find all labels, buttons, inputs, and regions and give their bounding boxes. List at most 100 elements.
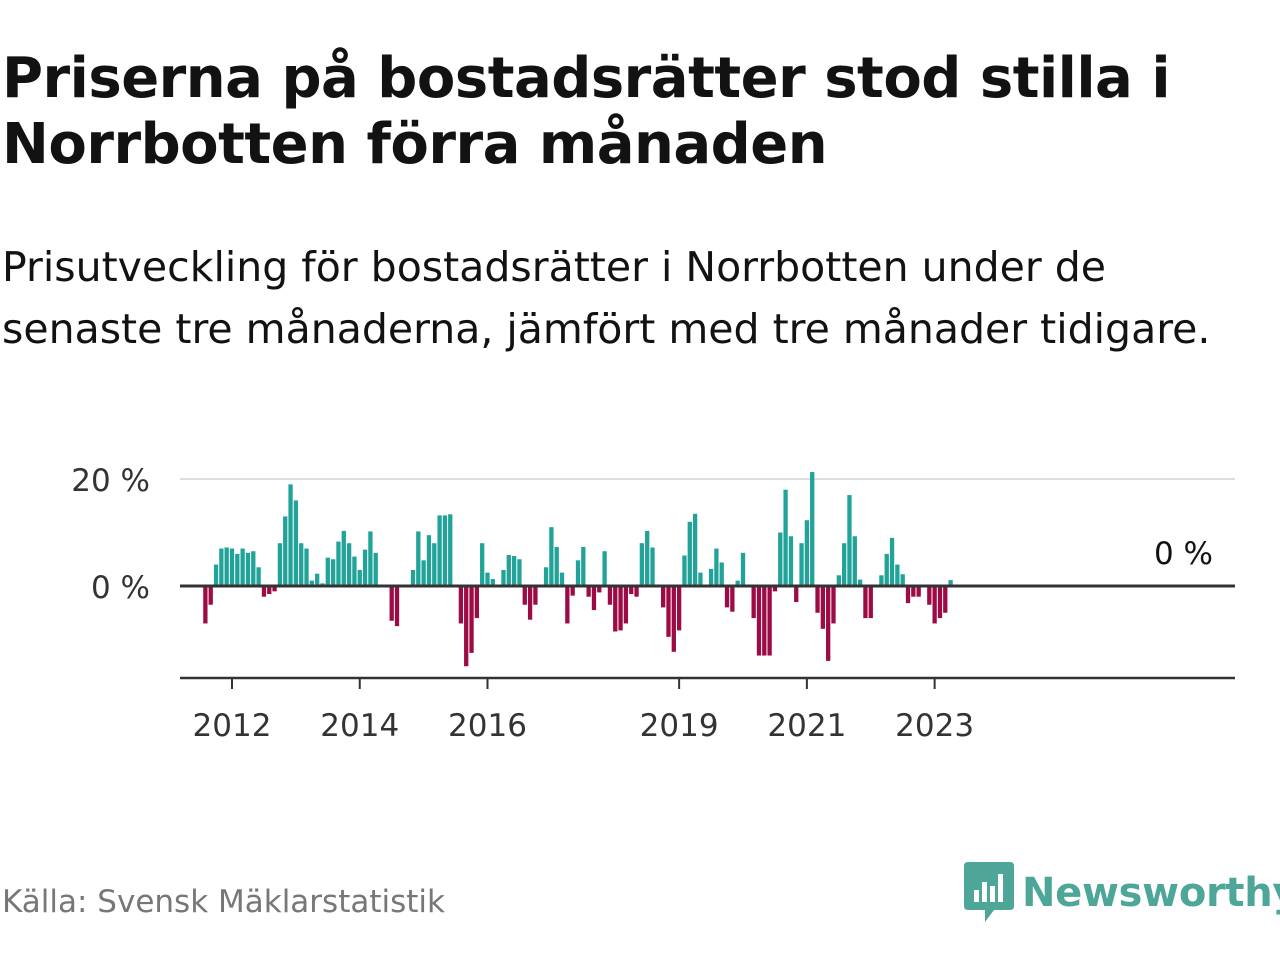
bar bbox=[426, 535, 432, 586]
bar bbox=[719, 562, 724, 586]
bar bbox=[932, 586, 937, 624]
bar bbox=[299, 543, 304, 586]
bar bbox=[687, 521, 692, 586]
bar bbox=[437, 515, 442, 586]
bar bbox=[533, 586, 538, 605]
bar bbox=[682, 555, 687, 586]
bar bbox=[357, 569, 362, 586]
bar bbox=[751, 586, 756, 619]
bar bbox=[900, 574, 905, 586]
bar bbox=[868, 586, 873, 619]
bar-series bbox=[203, 472, 953, 667]
bar bbox=[911, 586, 916, 597]
bar bbox=[240, 548, 245, 586]
bar bbox=[432, 543, 437, 586]
bar bbox=[469, 586, 474, 653]
bar bbox=[251, 551, 256, 586]
bar bbox=[213, 564, 219, 586]
bar bbox=[692, 513, 698, 586]
x-tick-label: 2016 bbox=[448, 708, 527, 744]
bar bbox=[783, 489, 788, 586]
bar bbox=[666, 586, 671, 637]
bar bbox=[485, 572, 490, 587]
chart-subtitle: Prisutveckling för bostadsrätter i Norrb… bbox=[2, 243, 1211, 353]
bar bbox=[261, 586, 267, 597]
bar bbox=[804, 520, 810, 586]
bar bbox=[794, 586, 799, 603]
bar bbox=[362, 549, 368, 586]
bar bbox=[389, 586, 394, 621]
newsworthy-logo: Newsworthy bbox=[964, 862, 1280, 924]
bar bbox=[799, 543, 804, 586]
bar bbox=[836, 575, 841, 586]
bar bbox=[267, 586, 272, 595]
bar bbox=[831, 586, 836, 624]
bar bbox=[474, 586, 480, 619]
bar bbox=[948, 580, 953, 586]
bar bbox=[304, 548, 309, 586]
bar bbox=[527, 586, 533, 620]
bar bbox=[810, 472, 815, 586]
bar bbox=[203, 586, 208, 624]
bar bbox=[815, 586, 820, 613]
bar bbox=[708, 568, 714, 586]
bar bbox=[330, 559, 336, 586]
bar bbox=[852, 536, 857, 587]
bar bbox=[847, 495, 852, 586]
bar bbox=[288, 484, 293, 586]
bar bbox=[559, 572, 565, 587]
bar bbox=[591, 586, 597, 611]
bar bbox=[714, 548, 719, 586]
bar bbox=[581, 546, 586, 586]
bar bbox=[464, 586, 469, 667]
bar bbox=[820, 586, 825, 629]
bar bbox=[490, 579, 495, 586]
x-tick-label: 2019 bbox=[640, 708, 719, 744]
bar bbox=[442, 515, 448, 586]
bar bbox=[650, 547, 655, 586]
bar bbox=[602, 551, 607, 586]
bar bbox=[421, 560, 426, 586]
bar bbox=[639, 543, 645, 586]
bar bbox=[570, 586, 575, 596]
bar bbox=[229, 548, 235, 586]
bar bbox=[937, 586, 943, 619]
bar-chart-logo-icon bbox=[964, 862, 1014, 922]
bar bbox=[458, 586, 464, 624]
source-note: Källa: Svensk Mäklarstatistik bbox=[2, 884, 445, 920]
bar bbox=[293, 500, 299, 586]
bar bbox=[543, 567, 549, 586]
bar bbox=[501, 569, 506, 586]
bar bbox=[511, 556, 517, 586]
bar bbox=[256, 567, 261, 586]
bar bbox=[629, 586, 634, 595]
bar bbox=[325, 557, 330, 586]
y-tick-label: 0 % bbox=[91, 570, 150, 606]
bar bbox=[634, 586, 639, 597]
bar bbox=[671, 586, 676, 652]
bar bbox=[740, 552, 746, 586]
bar bbox=[884, 553, 889, 586]
x-tick-label: 2012 bbox=[193, 708, 272, 744]
bar bbox=[597, 586, 602, 593]
bar bbox=[756, 586, 762, 656]
brand-name: Newsworthy bbox=[1022, 870, 1280, 916]
bar bbox=[448, 514, 453, 586]
bar bbox=[895, 564, 900, 586]
bar bbox=[676, 586, 682, 631]
bar bbox=[208, 586, 213, 605]
bar bbox=[762, 586, 767, 656]
bar bbox=[645, 530, 650, 586]
bar bbox=[730, 586, 735, 612]
bar bbox=[368, 531, 373, 586]
bar bbox=[618, 586, 623, 631]
latest-value-annotation: 0 % bbox=[1154, 536, 1213, 572]
bar bbox=[416, 531, 421, 586]
bar bbox=[724, 586, 730, 608]
chart-title: Priserna på bostadsrätter stod stilla i … bbox=[2, 46, 1171, 177]
bar bbox=[586, 586, 591, 597]
bar bbox=[943, 586, 948, 613]
bar bbox=[767, 586, 772, 656]
x-tick-label: 2023 bbox=[895, 708, 974, 744]
bar bbox=[554, 546, 559, 586]
